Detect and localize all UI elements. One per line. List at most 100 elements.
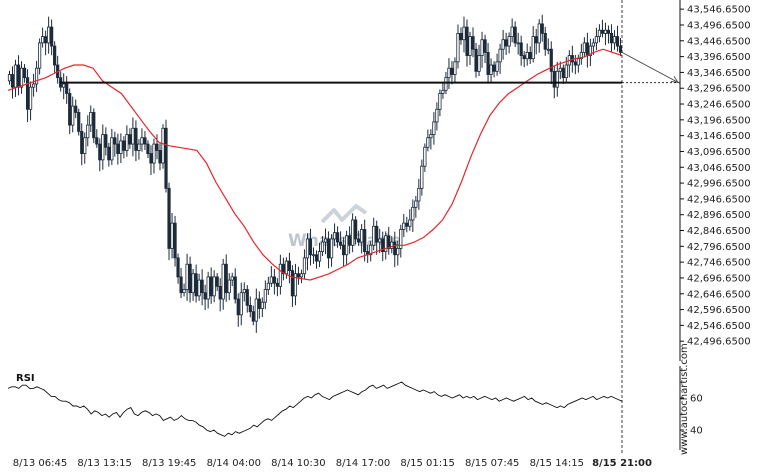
candle-body <box>62 83 66 88</box>
candle-body <box>92 112 96 139</box>
candle-body <box>110 137 114 161</box>
candle-body <box>212 276 216 297</box>
candle-body <box>338 241 343 246</box>
candle-body <box>435 108 439 123</box>
candle-body <box>143 137 147 145</box>
candle-body <box>618 45 623 53</box>
candle-body <box>372 225 376 246</box>
candle-body <box>453 61 457 75</box>
candle-body <box>10 74 15 88</box>
candle-body <box>47 26 51 44</box>
candle-body <box>31 83 36 88</box>
candle-body <box>317 251 322 262</box>
candle-body <box>375 225 379 243</box>
price-tick-label: 42,696.6500 <box>687 273 751 284</box>
candle-body <box>16 64 21 88</box>
candle-body <box>426 137 430 148</box>
candle-body <box>158 150 162 164</box>
candle-body <box>477 55 481 72</box>
candle-body <box>357 238 361 243</box>
candle-body <box>495 61 499 72</box>
candle-body <box>221 263 225 300</box>
candle-body <box>200 279 204 294</box>
candle-body <box>588 45 592 56</box>
candle-body <box>326 238 331 259</box>
candle-body <box>597 29 602 37</box>
rsi-title: RSI <box>16 373 35 384</box>
candle-body <box>13 64 18 88</box>
price-tick-label: 43,296.6500 <box>687 84 751 95</box>
candle-body <box>447 67 451 79</box>
candle-body <box>230 276 234 281</box>
candle-body <box>561 67 565 79</box>
candle-body <box>363 229 367 252</box>
candle-body <box>41 36 45 44</box>
candle-body <box>227 279 231 294</box>
rsi-plot <box>7 381 623 437</box>
candle-body <box>137 143 141 151</box>
candle-body <box>77 112 81 132</box>
price-tick-label: 43,046.6500 <box>687 163 751 174</box>
candle-body <box>161 127 165 164</box>
candle-body <box>25 77 30 110</box>
candle-body <box>185 263 189 290</box>
price-tick-label: 43,196.6500 <box>687 115 751 126</box>
candle-body <box>399 229 403 249</box>
candle-body <box>432 121 436 135</box>
candle-body <box>149 153 153 164</box>
candle-body <box>113 137 117 145</box>
candle-body <box>233 276 237 300</box>
candle-body <box>71 105 75 126</box>
candle-body <box>450 67 454 75</box>
candle-body <box>311 254 316 257</box>
price-tick-label: 42,596.6500 <box>687 305 751 316</box>
candle-body <box>329 238 334 259</box>
candle-body <box>423 146 427 167</box>
candle-body <box>19 67 24 88</box>
candle-body <box>251 311 255 322</box>
candle-body <box>549 48 553 72</box>
candle-body <box>537 23 541 44</box>
axes: 43,546.6500 43,496.6500 43,446.6500 43,396.… <box>13 0 751 469</box>
candle-body <box>408 219 412 227</box>
candle-body <box>95 137 99 145</box>
candle-body <box>396 248 400 256</box>
candle-body <box>603 29 608 34</box>
candle-body <box>471 36 475 50</box>
candle-body <box>155 143 159 151</box>
candle-body <box>612 36 617 44</box>
candle-body <box>209 276 213 297</box>
candle-body <box>206 276 210 300</box>
candle-body <box>489 64 493 75</box>
candle-body <box>594 36 599 44</box>
price-tick-label: 43,446.6500 <box>687 36 751 47</box>
candle-body <box>480 39 484 56</box>
candle-body <box>239 292 243 316</box>
candle-body <box>531 36 535 60</box>
candle-body <box>486 51 490 75</box>
candle-body <box>68 93 72 126</box>
candle-body <box>528 51 532 60</box>
candle-body <box>332 232 337 240</box>
candle-body <box>284 260 289 275</box>
candle-body <box>507 36 511 47</box>
candle-body <box>360 229 364 243</box>
candle-body <box>546 48 550 51</box>
candle-body <box>182 289 186 294</box>
candle-body <box>197 279 201 297</box>
candle-body <box>170 222 174 249</box>
price-tick-label: 42,996.6500 <box>687 179 751 190</box>
candle-body <box>384 235 388 252</box>
candle-body <box>573 61 577 66</box>
candle-body <box>179 276 183 294</box>
candle-body <box>98 143 102 161</box>
price-tick-label: 43,346.6500 <box>687 68 751 79</box>
candle-body <box>606 29 611 34</box>
candle-body <box>576 58 580 66</box>
candle-body <box>140 137 144 145</box>
candle-body <box>558 67 562 72</box>
watermark-icon <box>320 204 368 224</box>
candle-body <box>104 134 108 148</box>
candle-body <box>378 238 382 243</box>
candle-body <box>320 241 325 252</box>
